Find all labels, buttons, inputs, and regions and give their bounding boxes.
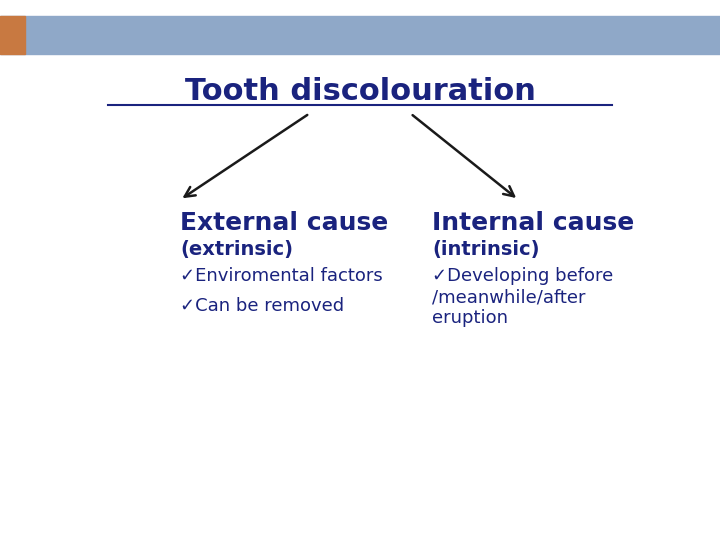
Text: Tooth discolouration: Tooth discolouration	[184, 77, 536, 106]
Bar	[0, 16, 25, 54]
Bar	[0, 16, 720, 54]
Text: (extrinsic): (extrinsic)	[180, 240, 293, 259]
Text: ✓Enviromental factors: ✓Enviromental factors	[180, 267, 383, 285]
Text: ✓Developing before
/meanwhile/after
eruption: ✓Developing before /meanwhile/after erup…	[432, 267, 613, 327]
Text: External cause: External cause	[180, 211, 388, 234]
Text: Internal cause: Internal cause	[432, 211, 634, 234]
Text: (intrinsic): (intrinsic)	[432, 240, 539, 259]
Text: ✓Can be removed: ✓Can be removed	[180, 297, 344, 315]
